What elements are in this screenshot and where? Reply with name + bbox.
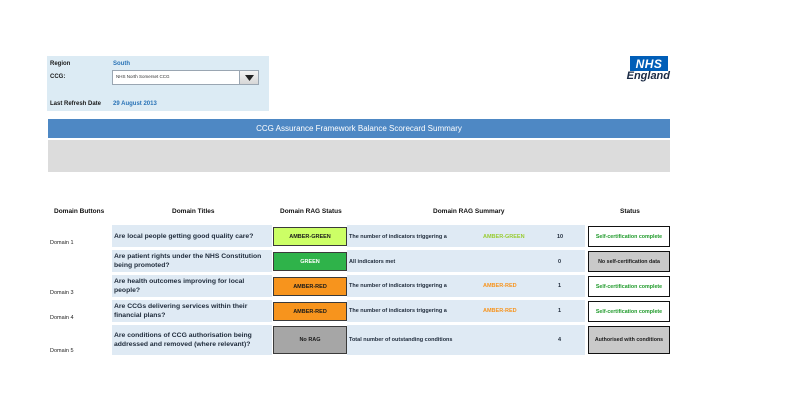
region-label: Region [50,61,71,67]
domain-title: Are local people getting good quality ca… [114,233,254,240]
chevron-down-icon [244,74,254,81]
rag-summary-text: All indicators met [349,259,396,265]
rag-summary-text: The number of indicators triggering a [349,283,447,289]
row-bg [112,300,272,322]
rag-summary-text: Total number of outstanding conditions [349,337,453,343]
indicator-count: 4 [558,337,562,343]
status-badge[interactable]: Self-certification complete [588,276,670,297]
row-bg [112,325,272,355]
domain-title: Are conditions of CCG authorisation bein… [114,332,252,348]
scorecard-banner: CCG Assurance Framework Balance Scorecar… [48,119,670,138]
row-bg [347,300,585,322]
ccg-select-value: NHS North Somerset CCG [116,74,170,79]
row-bg [112,225,272,247]
refresh-value: 29 August 2013 [113,101,157,107]
domain-title: Are CCGs delivering services within thei… [114,303,248,319]
header-status: Status [620,208,640,215]
rag-status-badge: AMBER-GREEN [273,227,347,246]
row-bg [112,250,272,272]
nhs-logo: NHS [630,56,668,71]
row-bg [347,325,585,355]
rag-summary-text: The number of indicators triggering a [349,308,447,314]
domain-button-4[interactable]: Domain 4 [50,315,74,321]
refresh-label: Last Refresh Date [50,101,102,107]
rag-status-badge: AMBER-RED [273,277,347,296]
domain-button-3[interactable]: Domain 3 [50,290,74,296]
row-bg [347,275,585,297]
status-badge[interactable]: Self-certification complete [588,301,670,322]
nhs-england-text: England [626,70,670,82]
indicator-count: 0 [558,259,562,265]
domain-button-5[interactable]: Domain 5 [50,348,74,354]
region-value: South [113,61,130,67]
rag-summary-level: AMBER-RED [483,283,517,289]
domain-button-1[interactable]: Domain 1 [50,240,74,246]
status-badge[interactable]: No self-certification data [588,251,670,272]
banner-title: CCG Assurance Framework Balance Scorecar… [256,124,462,133]
indicator-count: 10 [557,234,564,240]
row-bg [347,250,585,272]
nhs-logo-text: NHS [635,56,663,71]
status-badge[interactable]: Authorised with conditions [588,326,670,354]
rag-summary-level: AMBER-RED [483,308,517,314]
row-bg [347,225,585,247]
domain-title: Are health outcomes improving for local … [114,278,245,294]
header-rag-summary: Domain RAG Summary [433,208,505,215]
indicator-count: 1 [558,283,562,289]
grey-panel [48,140,670,172]
rag-summary-text: The number of indicators triggering a [349,234,447,240]
indicator-count: 1 [558,308,562,314]
header-domain-buttons: Domain Buttons [54,208,105,215]
rag-status-badge: AMBER-RED [273,302,347,321]
rag-summary-level: AMBER-GREEN [483,234,525,240]
status-badge[interactable]: Self-certification complete [588,226,670,247]
header-domain-titles: Domain Titles [172,208,215,215]
row-bg [112,275,272,297]
rag-status-badge: GREEN [273,252,347,271]
domain-title: Are patient rights under the NHS Constit… [114,253,262,269]
ccg-select[interactable]: NHS North Somerset CCG [112,70,259,85]
ccg-label: CCG: [50,74,66,80]
dropdown-button[interactable] [239,71,258,84]
header-rag-status: Domain RAG Status [280,208,342,215]
rag-status-badge: No RAG [273,326,347,354]
